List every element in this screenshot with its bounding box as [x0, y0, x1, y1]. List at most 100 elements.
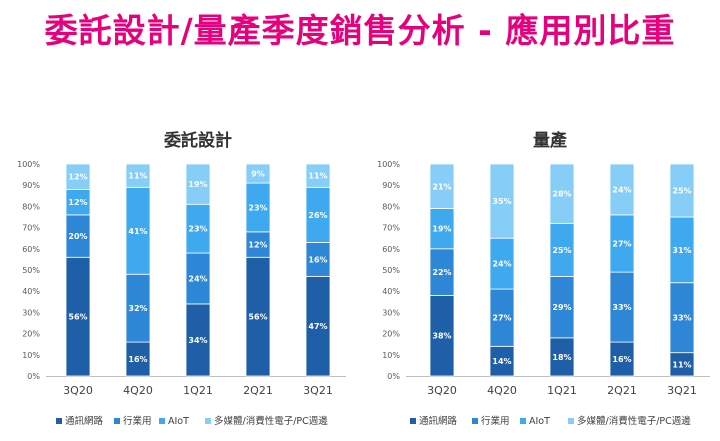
legend-label: AIoT: [529, 416, 550, 427]
y-tick-label: 90%: [382, 181, 400, 190]
data-label: 21%: [432, 182, 451, 191]
bar-segment: [125, 163, 151, 188]
y-tick-label: 0%: [387, 372, 400, 381]
bar-segment: [549, 222, 575, 277]
bar-segment: [305, 186, 331, 243]
y-tick-label: 80%: [382, 202, 400, 211]
data-label: 32%: [128, 304, 147, 313]
data-label: 31%: [672, 246, 691, 255]
bar-segment: [549, 275, 575, 339]
data-label: 9%: [251, 170, 265, 179]
bar-segment: [429, 248, 455, 296]
bar-segment: [65, 163, 91, 190]
legend-label: 多媒體/消費性電子/PC週邊: [214, 415, 328, 427]
data-label: 22%: [432, 268, 451, 277]
bar-segment: [669, 216, 695, 284]
legend-swatch: [56, 418, 62, 424]
bar-segment: [245, 256, 271, 377]
bar-segment: [185, 163, 211, 205]
data-label: 35%: [492, 197, 511, 206]
legend-label: 行業用: [481, 415, 510, 427]
bar-segment: [125, 341, 151, 377]
bar-segment: [669, 282, 695, 354]
legend-swatch: [159, 418, 165, 424]
design-service-chart: 委託設計 0% 10% 20% 30% 40% 50% 60% 70% 80% 90% 100% 56%…: [17, 130, 346, 427]
mass-production-chart: 量產 0% 10% 20% 30% 40% 50% 60% 70% 80% 90% 100% 38% 22…: [377, 130, 710, 427]
data-label: 14%: [492, 357, 511, 366]
data-label: 16%: [308, 255, 327, 264]
bar-segment: [429, 163, 455, 209]
bar-segment: [185, 303, 211, 377]
legend-swatch: [520, 418, 526, 424]
bar-segment: [609, 214, 635, 273]
bar-segment: [549, 337, 575, 377]
bar-segment: [489, 288, 515, 347]
data-label: 20%: [68, 232, 87, 241]
bar-segment: [489, 237, 515, 290]
y-tick-label: 10%: [22, 351, 40, 360]
bar-segment: [489, 163, 515, 239]
bar-segment: [669, 163, 695, 218]
y-tick-label: 30%: [22, 308, 40, 317]
y-tick-label: 100%: [377, 160, 400, 169]
bar-segment: [305, 163, 331, 188]
data-label: 11%: [672, 360, 691, 369]
x-tick-label: 2Q21: [607, 384, 637, 397]
x-tick-label: 3Q21: [667, 384, 697, 397]
bar-segment: [305, 242, 331, 277]
y-tick-label: 60%: [22, 245, 40, 254]
data-label: 27%: [612, 240, 631, 249]
y-tick-label: 50%: [22, 266, 40, 275]
data-label: 24%: [492, 260, 511, 269]
y-tick-label: 40%: [382, 287, 400, 296]
bar-segment: [429, 208, 455, 250]
page-title: 委託設計/量產季度銷售分析 - 應用別比重: [44, 11, 676, 50]
x-tick-label: 1Q21: [547, 384, 577, 397]
data-label: 38%: [432, 332, 451, 341]
data-label: 12%: [68, 198, 87, 207]
y-tick-label: 60%: [382, 245, 400, 254]
data-label: 24%: [612, 185, 631, 194]
chart-title: 量產: [533, 130, 567, 151]
data-label: 16%: [612, 355, 631, 364]
data-label: 11%: [308, 172, 327, 181]
legend-swatch: [410, 418, 416, 424]
y-tick-label: 90%: [22, 181, 40, 190]
y-tick-label: 40%: [22, 287, 40, 296]
x-tick-label: 1Q21: [183, 384, 213, 397]
data-label: 24%: [188, 274, 207, 283]
data-label: 56%: [248, 313, 267, 322]
y-tick-label: 100%: [17, 160, 40, 169]
bar-segment: [609, 163, 635, 216]
bar-segment: [185, 203, 211, 254]
x-tick-label: 4Q20: [487, 384, 517, 397]
y-tick-label: 10%: [382, 351, 400, 360]
data-label: 47%: [308, 322, 327, 331]
y-tick-label: 20%: [382, 330, 400, 339]
data-label: 19%: [432, 225, 451, 234]
data-label: 11%: [128, 172, 147, 181]
data-label: 16%: [128, 355, 147, 364]
legend-label: 通訊網路: [65, 415, 104, 427]
y-tick-label: 0%: [27, 372, 40, 381]
y-tick-label: 70%: [382, 224, 400, 233]
data-label: 18%: [552, 353, 571, 362]
bar-segment: [125, 186, 151, 275]
data-label: 29%: [552, 303, 571, 312]
data-label: 25%: [672, 187, 691, 196]
legend-swatch: [472, 418, 478, 424]
data-label: 23%: [248, 203, 267, 212]
bar-segment: [125, 273, 151, 343]
legend-label: 行業用: [123, 415, 152, 427]
data-label: 33%: [612, 303, 631, 312]
bar-segment: [245, 163, 271, 184]
legend-label: AIoT: [168, 416, 189, 427]
data-label: 26%: [308, 211, 327, 220]
legend-label: 通訊網路: [419, 415, 458, 427]
x-tick-label: 3Q20: [427, 384, 457, 397]
data-label: 28%: [552, 190, 571, 199]
data-label: 33%: [672, 314, 691, 323]
data-label: 23%: [188, 225, 207, 234]
data-label: 41%: [128, 227, 147, 236]
legend-swatch: [205, 418, 211, 424]
